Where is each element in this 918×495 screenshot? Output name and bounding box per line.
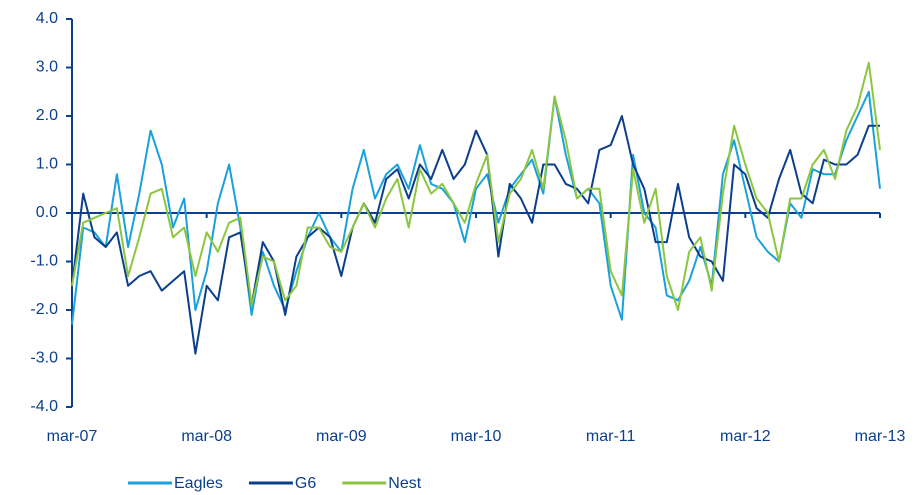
series-line <box>71 90 881 325</box>
y-tick-label: -2.0 <box>30 301 58 318</box>
legend-label: G6 <box>295 475 316 492</box>
y-tick-label: 2.0 <box>36 107 58 124</box>
x-tick-label: mar-07 <box>47 428 98 445</box>
y-tick-label: -1.0 <box>30 253 58 270</box>
x-tick-label: mar-09 <box>316 428 367 445</box>
series-line <box>71 61 881 311</box>
y-tick-label: 3.0 <box>36 59 58 76</box>
legend-label: Eagles <box>174 475 223 492</box>
y-tick-label: 0.0 <box>36 204 58 221</box>
y-tick-label: -3.0 <box>30 350 58 367</box>
y-tick-label: -4.0 <box>30 398 58 415</box>
y-tick-label: 1.0 <box>36 156 58 173</box>
x-tick-label: mar-13 <box>855 428 906 445</box>
legend-label: Nest <box>388 475 421 492</box>
series-line <box>71 115 880 355</box>
x-tick-label: mar-11 <box>586 428 636 445</box>
x-tick-label: mar-12 <box>720 428 771 445</box>
x-tick-label: mar-08 <box>181 428 232 445</box>
y-tick-label: 4.0 <box>36 10 58 27</box>
x-tick-label: mar-10 <box>451 428 502 445</box>
